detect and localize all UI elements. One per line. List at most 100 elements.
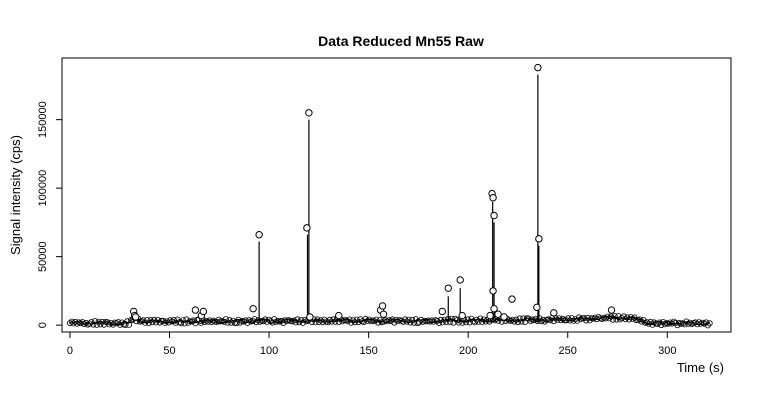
- data-point: [489, 287, 497, 295]
- baseline-point: [86, 320, 93, 327]
- baseline-point: [79, 319, 86, 326]
- baseline-point: [169, 318, 176, 325]
- baseline-point: [110, 321, 117, 328]
- baseline-point: [647, 318, 654, 325]
- baseline-point: [206, 317, 213, 324]
- baseline-point: [658, 322, 665, 329]
- baseline-point: [556, 315, 563, 322]
- baseline-point: [629, 315, 636, 322]
- baseline-point: [167, 317, 174, 324]
- x-axis-label: Time (s): [677, 360, 724, 375]
- baseline-point: [389, 316, 396, 323]
- baseline-point: [317, 317, 324, 324]
- baseline-point: [475, 318, 482, 325]
- baseline-point: [74, 320, 81, 327]
- baseline-point: [418, 316, 425, 323]
- data-point: [378, 302, 387, 310]
- baseline-point: [681, 321, 688, 328]
- y-tick-label: 50000: [37, 241, 49, 272]
- baseline-point: [516, 315, 523, 322]
- baseline-point: [606, 315, 613, 322]
- baseline-layer: [67, 312, 713, 329]
- baseline-point: [613, 316, 620, 323]
- data-point: [535, 235, 543, 243]
- baseline-point: [482, 318, 489, 325]
- y-tick-label: 150000: [37, 101, 49, 138]
- baseline-point: [312, 319, 319, 326]
- baseline-point: [183, 316, 190, 323]
- baseline-point: [515, 319, 522, 326]
- data-point: [500, 313, 508, 321]
- baseline-point: [387, 318, 394, 325]
- data-point: [444, 284, 452, 292]
- data-point: [494, 310, 502, 318]
- baseline-point: [536, 315, 543, 322]
- baseline-point: [160, 317, 167, 324]
- baseline-point: [644, 319, 651, 326]
- baseline-point: [315, 318, 322, 325]
- baseline-point: [464, 316, 471, 323]
- baseline-point: [122, 321, 129, 328]
- baseline-point: [335, 318, 342, 325]
- baseline-point: [403, 318, 410, 325]
- baseline-point: [298, 316, 305, 323]
- baseline-point: [531, 317, 538, 324]
- baseline-point: [703, 319, 710, 326]
- baseline-point: [106, 321, 113, 328]
- baseline-point: [518, 318, 525, 325]
- baseline-point: [527, 317, 534, 324]
- baseline-point: [170, 316, 177, 323]
- baseline-point: [477, 315, 484, 322]
- data-point: [607, 306, 616, 314]
- baseline-point: [143, 317, 150, 324]
- baseline-point: [430, 318, 437, 325]
- baseline-point: [654, 320, 661, 327]
- data-point: [249, 305, 257, 313]
- baseline-point: [360, 318, 367, 325]
- baseline-point: [627, 314, 634, 321]
- baseline-point: [602, 315, 609, 322]
- baseline-point: [609, 316, 616, 323]
- data-point: [306, 313, 314, 321]
- baseline-point: [462, 319, 469, 326]
- baseline-point: [511, 318, 518, 325]
- baseline-point: [473, 316, 480, 323]
- baseline-point: [346, 316, 353, 323]
- baseline-point: [233, 319, 240, 326]
- data-point: [490, 305, 498, 313]
- baseline-point: [201, 318, 208, 325]
- baseline-point: [538, 318, 545, 325]
- x-tick-label: 0: [67, 345, 73, 357]
- baseline-point: [204, 318, 211, 325]
- data-point: [438, 307, 446, 316]
- plot-frame: [61, 57, 732, 333]
- baseline-point: [692, 319, 699, 326]
- baseline-point: [290, 317, 297, 324]
- data-point: [489, 194, 497, 202]
- data-point: [550, 309, 558, 317]
- baseline-point: [665, 320, 672, 327]
- baseline-point: [366, 316, 373, 323]
- baseline-point: [570, 317, 577, 324]
- baseline-point: [68, 318, 75, 325]
- data-point: [335, 311, 343, 320]
- baseline-point: [480, 316, 487, 323]
- baseline-point: [608, 313, 615, 320]
- x-tick-label: 200: [459, 345, 477, 357]
- baseline-point: [299, 319, 306, 326]
- data-point: [508, 295, 516, 303]
- data-point: [131, 313, 140, 321]
- y-axis: 0 50000 100000 150000: [37, 101, 63, 328]
- baseline-point: [706, 320, 713, 327]
- baseline-point: [547, 317, 554, 324]
- baseline-point: [253, 319, 260, 326]
- baseline-point: [434, 317, 441, 324]
- baseline-point: [203, 317, 210, 324]
- baseline-point: [222, 316, 229, 323]
- data-point: [534, 63, 542, 72]
- baseline-point: [185, 319, 192, 326]
- baseline-point: [260, 318, 267, 325]
- x-axis: 0 50 100 150 200 250 300: [67, 331, 676, 357]
- baseline-point: [509, 316, 516, 323]
- baseline-point: [443, 318, 450, 325]
